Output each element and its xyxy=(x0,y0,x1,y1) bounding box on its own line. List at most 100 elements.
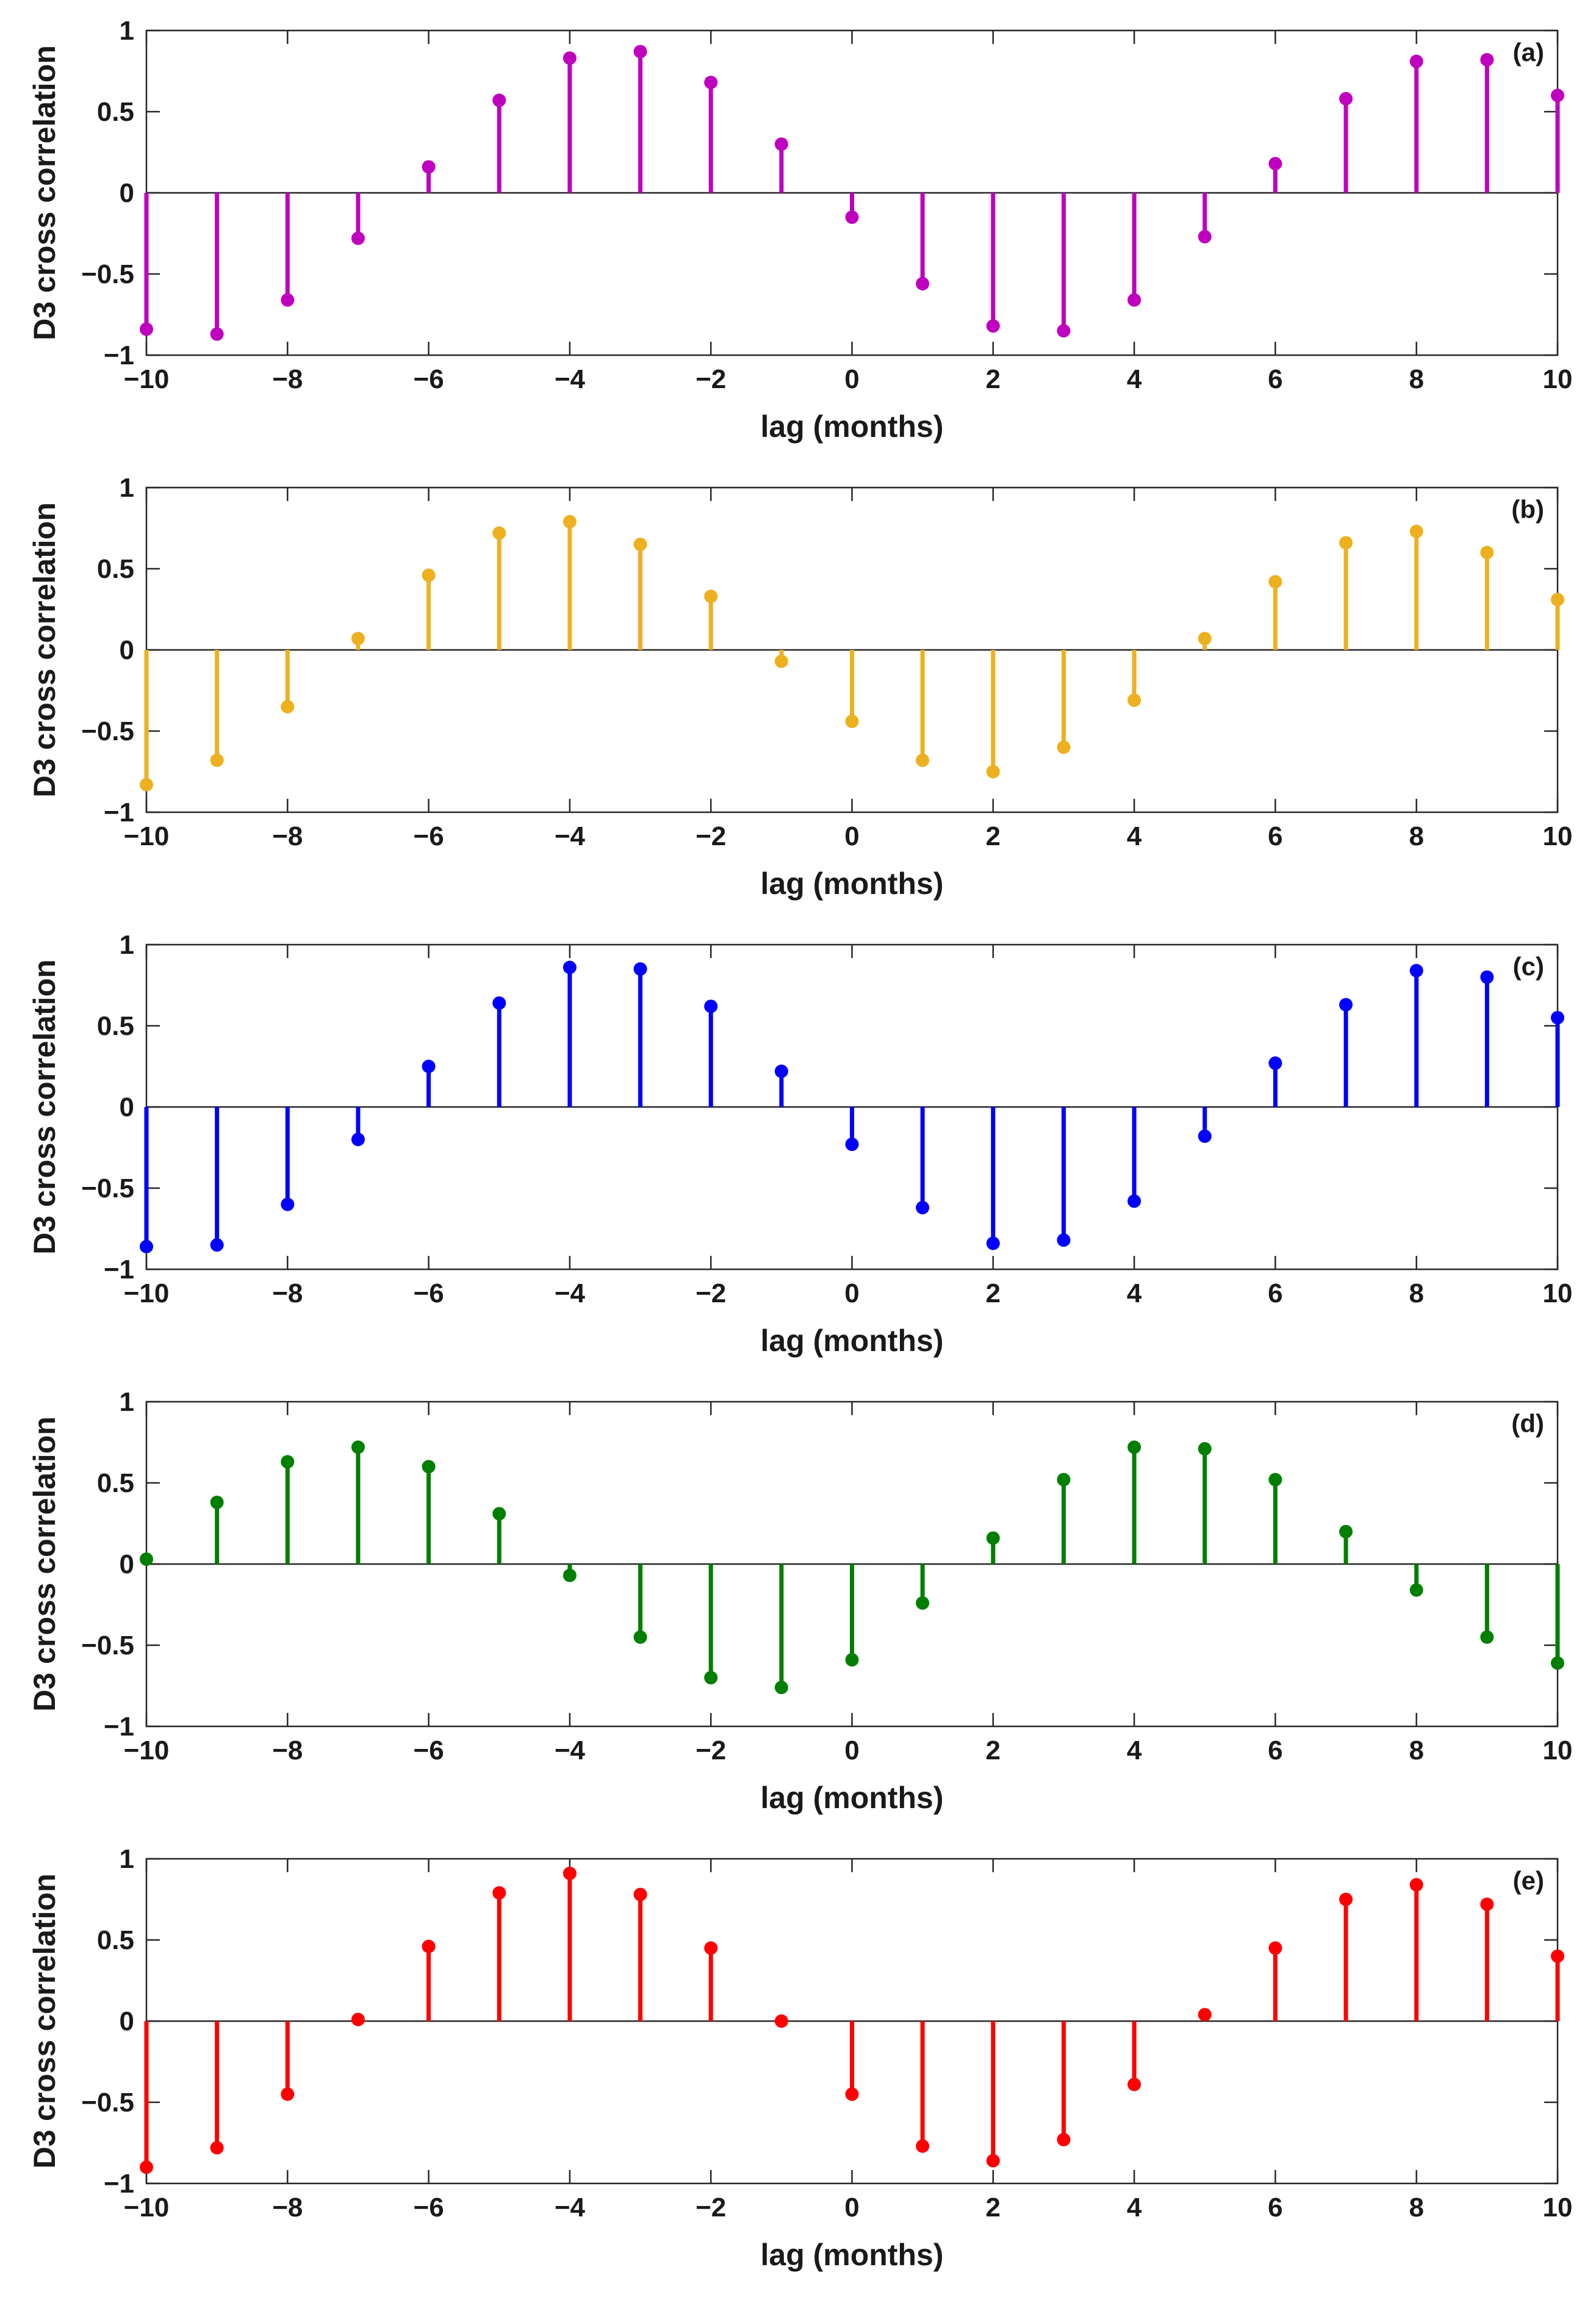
panel-label: (b) xyxy=(1511,495,1544,524)
stem-marker xyxy=(986,2154,1000,2168)
stem-marker xyxy=(986,765,1000,779)
x-tick-label: 10 xyxy=(1543,2193,1573,2222)
stem-marker xyxy=(916,1596,930,1610)
stem-marker xyxy=(281,1455,295,1469)
x-tick-label: −10 xyxy=(124,364,170,394)
x-tick-label: 4 xyxy=(1127,364,1142,394)
stem-marker xyxy=(1198,1129,1212,1143)
stem-marker xyxy=(1268,575,1282,589)
stem-marker xyxy=(845,1137,859,1152)
x-tick-label: 8 xyxy=(1409,1278,1423,1308)
stem-marker xyxy=(281,1197,295,1211)
x-tick-label: 0 xyxy=(844,2193,859,2222)
stem-marker xyxy=(1127,693,1141,707)
y-tick-label: −0.5 xyxy=(81,259,134,289)
y-axis-title: D3 cross correlation xyxy=(27,1873,62,2169)
stem-marker xyxy=(774,2014,788,2028)
x-tick-label: −2 xyxy=(696,1278,726,1308)
stem-marker xyxy=(351,231,365,245)
y-tick-label: 0.5 xyxy=(97,1011,134,1041)
x-tick-label: 2 xyxy=(986,821,1001,851)
y-tick-label: 1 xyxy=(120,1387,134,1417)
stem-marker xyxy=(1339,1892,1353,1906)
x-tick-label: 10 xyxy=(1543,1278,1573,1308)
stem-marker xyxy=(1551,593,1564,607)
stem-marker xyxy=(210,753,224,767)
stem-marker xyxy=(422,1460,436,1474)
panel-label: (d) xyxy=(1511,1409,1544,1438)
stem-marker xyxy=(633,1630,647,1644)
x-axis-title: lag (months) xyxy=(761,1781,944,1815)
chart-panel-5: −1 −0.5 0 0.5 1 −10 −8 −6 −4 −2 0 2 4 6 8 10 (e) lag (mon… xyxy=(27,1844,1572,2272)
stem-marker xyxy=(492,996,506,1010)
stem-marker xyxy=(986,319,1000,333)
x-tick-label: −6 xyxy=(414,821,444,851)
y-tick-label: 1 xyxy=(120,1844,134,1874)
y-tick-label: −1 xyxy=(104,2169,134,2199)
y-tick-label: −1 xyxy=(104,341,134,370)
x-tick-label: 6 xyxy=(1268,821,1282,851)
x-tick-label: 10 xyxy=(1543,364,1573,394)
y-tick-label: 0.5 xyxy=(97,1925,134,1955)
stem-marker xyxy=(845,1653,859,1667)
x-tick-label: −2 xyxy=(696,1736,726,1765)
x-tick-label: 6 xyxy=(1268,1278,1282,1308)
x-tick-label: 10 xyxy=(1543,821,1573,851)
stem-marker xyxy=(704,1671,718,1685)
x-tick-label: −4 xyxy=(555,1736,586,1765)
y-tick-label: −0.5 xyxy=(81,716,134,746)
x-tick-label: −6 xyxy=(414,1278,444,1308)
stem-marker xyxy=(422,568,436,582)
stem-marker xyxy=(351,2013,365,2027)
stem-marker xyxy=(1339,92,1353,106)
stem-marker xyxy=(1480,1630,1494,1644)
stem-marker xyxy=(986,1531,1000,1545)
stem-marker xyxy=(633,962,647,976)
stem-marker xyxy=(1057,740,1071,754)
stem-marker xyxy=(1198,1442,1212,1456)
x-tick-label: 2 xyxy=(986,2193,1001,2222)
stem-marker xyxy=(774,1681,788,1695)
stem-marker xyxy=(1339,536,1353,550)
stem-marker xyxy=(563,514,577,528)
stem-marker xyxy=(492,1507,506,1521)
y-tick-label: 0.5 xyxy=(97,554,134,584)
stem-marker xyxy=(1057,2133,1071,2147)
y-axis-title: D3 cross correlation xyxy=(27,959,62,1255)
stem-marker xyxy=(774,654,788,668)
stem-marker xyxy=(1409,524,1423,538)
stem-marker xyxy=(140,777,153,791)
x-tick-label: 0 xyxy=(844,1278,859,1308)
x-tick-label: 8 xyxy=(1409,821,1423,851)
stem-marker xyxy=(422,1059,436,1073)
x-tick-label: −8 xyxy=(272,1736,303,1765)
x-tick-label: −4 xyxy=(555,2193,586,2222)
stem-marker xyxy=(140,1239,153,1253)
y-tick-label: 0.5 xyxy=(97,97,134,127)
x-axis-title: lag (months) xyxy=(761,409,944,444)
x-tick-label: 6 xyxy=(1268,364,1282,394)
x-tick-label: 2 xyxy=(986,364,1001,394)
x-tick-label: −4 xyxy=(555,821,586,851)
stem-marker xyxy=(1057,324,1071,338)
y-tick-label: 0 xyxy=(120,2006,134,2036)
stem-marker xyxy=(774,1064,788,1078)
stem-marker xyxy=(1127,293,1141,307)
stem-marker xyxy=(633,1887,647,1902)
y-tick-label: −0.5 xyxy=(81,2088,134,2118)
y-tick-label: 0 xyxy=(120,1549,134,1579)
stem-marker xyxy=(1127,1194,1141,1208)
stem-marker xyxy=(281,293,295,307)
x-tick-label: 6 xyxy=(1268,1736,1282,1765)
panel-label: (c) xyxy=(1513,952,1544,981)
stem-marker xyxy=(563,51,577,65)
stem-marker xyxy=(1551,88,1564,103)
stem-marker xyxy=(916,2139,930,2153)
x-tick-label: 0 xyxy=(844,364,859,394)
stem-marker xyxy=(281,700,295,714)
x-axis-title: lag (months) xyxy=(761,1324,944,1358)
x-tick-label: 8 xyxy=(1409,2193,1423,2222)
stem-marker xyxy=(1268,157,1282,171)
stem-marker xyxy=(704,1941,718,1955)
stem-marker xyxy=(140,2160,153,2174)
